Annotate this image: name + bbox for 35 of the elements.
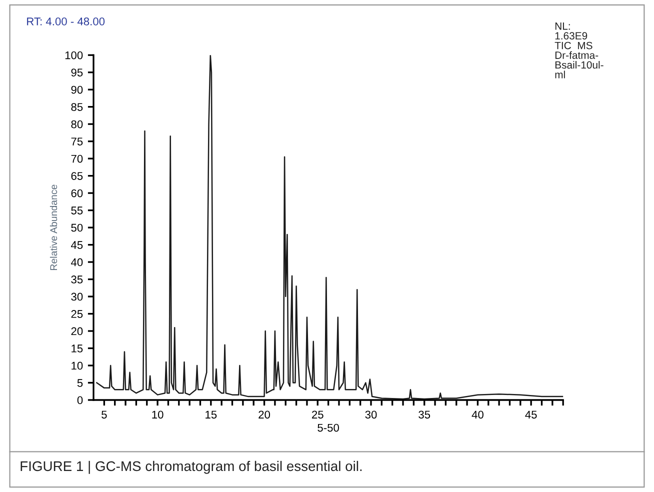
y-tick-label: 85 — [71, 103, 83, 111]
y-tick-label: 10 — [72, 362, 83, 370]
y-tick-label: 40 — [71, 258, 83, 266]
y-tick-label: 65 — [71, 172, 83, 180]
text: RT: 4.00 - 48.00 — [27, 18, 105, 26]
y-tick-label: 60 — [71, 189, 83, 198]
y-tick-label: 95 — [71, 68, 83, 76]
x-tick-label: 45 — [525, 410, 537, 419]
x-tick-label: 15 — [206, 410, 217, 419]
y-tick-label: 75 — [71, 138, 83, 146]
y-tick-label: 55 — [71, 206, 83, 214]
y-tick-label: 0 — [77, 396, 83, 404]
y-tick-label: 35 — [71, 276, 83, 284]
y-tick-label: 15 — [72, 344, 83, 352]
y-tick-label: 45 — [71, 241, 83, 249]
caption: FIGURE 1 | GC-MS chromatogram of basil essential oil. — [20, 460, 362, 474]
y-tick-label: 20 — [71, 327, 83, 336]
annotation: NL: 1.63E9 TIC MS Dr-fatma- Bsail-10ul- ml — [554, 22, 604, 78]
y-axis-title: Relative Abundance — [50, 184, 58, 270]
x-tick-label: 5 — [102, 410, 107, 419]
y-tick-label: 30 — [71, 292, 83, 301]
y-tick-label: 25 — [71, 310, 83, 318]
x-axis-title: 5-50 — [318, 424, 339, 432]
x-tick-label: 35 — [418, 410, 430, 419]
y-tick-label: 5 — [77, 379, 83, 387]
x-tick-label: 20 — [258, 410, 270, 419]
x-tick-label: 40 — [472, 410, 484, 419]
y-tick-label: 80 — [71, 120, 83, 128]
x-tick-label: 10 — [152, 410, 164, 419]
y-tick-label: 70 — [71, 154, 83, 163]
x-tick-label: 30 — [365, 410, 377, 419]
y-tick-label: 50 — [71, 224, 83, 232]
y-tick-label: 100 — [65, 51, 83, 60]
x-tick-label: 25 — [312, 410, 324, 419]
y-tick-label: 90 — [71, 86, 83, 94]
